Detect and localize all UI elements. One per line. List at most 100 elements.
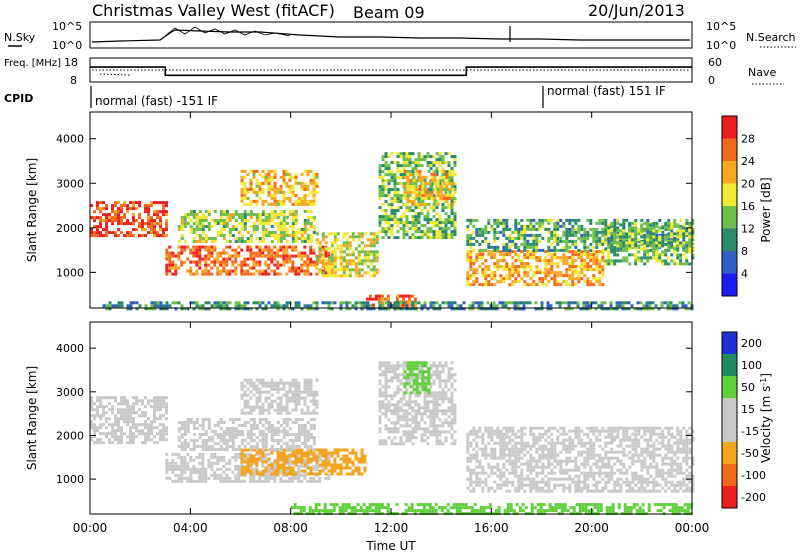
data-cell	[183, 470, 187, 474]
data-cell	[267, 452, 271, 456]
data-cell	[105, 411, 108, 415]
data-cell	[291, 266, 295, 270]
data-cell	[639, 301, 643, 305]
data-cell	[396, 361, 400, 365]
data-cell	[660, 304, 664, 308]
data-cell	[384, 179, 388, 183]
data-cell	[378, 167, 382, 171]
data-cell	[294, 381, 298, 385]
data-cell	[297, 476, 301, 480]
data-cell	[438, 218, 442, 222]
data-cell	[429, 221, 433, 225]
data-cell	[264, 231, 268, 234]
data-cell	[430, 184, 434, 188]
data-cell	[198, 455, 202, 459]
data-cell	[270, 381, 274, 385]
data-cell	[390, 206, 394, 210]
data-cell	[315, 263, 319, 267]
data-cell	[231, 234, 235, 237]
data-cell	[270, 187, 274, 191]
data-cell	[219, 479, 223, 483]
data-cell	[276, 222, 280, 225]
data-cell	[273, 430, 277, 433]
data-cell	[93, 426, 96, 430]
data-cell	[300, 454, 304, 458]
data-cell	[393, 176, 397, 180]
data-cell	[327, 259, 331, 263]
data-cell	[408, 418, 412, 422]
data-cell	[484, 224, 488, 228]
data-cell	[156, 201, 159, 205]
data-cell	[453, 200, 457, 204]
data-cell	[624, 307, 628, 311]
data-cell	[330, 268, 334, 272]
data-cell	[403, 187, 407, 191]
data-cell	[96, 204, 99, 208]
data-cell	[399, 415, 403, 419]
data-cell	[249, 433, 253, 436]
data-cell	[312, 454, 316, 458]
data-cell	[441, 230, 445, 234]
data-cell	[246, 448, 250, 452]
data-cell	[667, 226, 671, 230]
data-cell	[324, 472, 328, 476]
data-cell	[357, 256, 361, 260]
data-cell	[258, 430, 262, 433]
data-cell	[165, 304, 169, 308]
data-cell	[105, 219, 108, 223]
data-cell	[598, 218, 602, 222]
data-cell	[399, 382, 403, 386]
data-cell	[156, 441, 159, 445]
data-cell	[132, 213, 135, 217]
data-cell	[655, 229, 659, 233]
data-cell	[213, 476, 217, 480]
data-cell	[150, 231, 153, 235]
data-cell	[559, 256, 563, 260]
data-cell	[243, 213, 247, 216]
data-cell	[255, 199, 259, 203]
data-cell	[610, 241, 614, 245]
data-cell	[270, 427, 274, 430]
data-cell	[444, 230, 448, 234]
data-cell	[144, 234, 147, 238]
data-cell	[670, 235, 674, 239]
data-cell	[553, 253, 557, 257]
data-cell	[267, 427, 271, 430]
data-cell	[592, 277, 596, 281]
data-cell	[550, 218, 554, 222]
data-cell	[402, 164, 406, 168]
data-cell	[418, 187, 422, 191]
data-cell	[282, 436, 286, 439]
data-cell	[246, 452, 250, 456]
noise-panel: N.Sky 10^5 10^0 10^5 10^0 N.Search	[4, 20, 796, 52]
data-cell	[357, 268, 361, 272]
data-cell	[273, 472, 277, 476]
data-cell	[306, 451, 310, 455]
data-cell	[288, 175, 292, 179]
data-cell	[634, 232, 638, 236]
data-cell	[270, 210, 274, 213]
data-cell	[189, 301, 193, 305]
data-cell	[676, 247, 680, 251]
data-cell	[255, 448, 259, 451]
data-cell	[402, 394, 406, 398]
data-cell	[180, 237, 184, 240]
data-cell	[249, 216, 253, 219]
data-cell	[567, 304, 571, 308]
data-cell	[411, 182, 415, 186]
data-cell	[321, 467, 325, 471]
data-cell	[547, 259, 551, 263]
data-cell	[207, 254, 211, 258]
data-cell	[273, 399, 277, 403]
data-cell	[291, 460, 295, 464]
data-cell	[117, 210, 120, 214]
data-cell	[294, 222, 298, 225]
data-cell	[120, 231, 123, 235]
data-cell	[108, 213, 111, 217]
data-cell	[532, 271, 536, 275]
data-cell	[432, 155, 436, 159]
data-cell	[646, 230, 650, 234]
data-cell	[523, 248, 527, 252]
data-cell	[408, 188, 412, 192]
data-cell	[432, 304, 436, 308]
